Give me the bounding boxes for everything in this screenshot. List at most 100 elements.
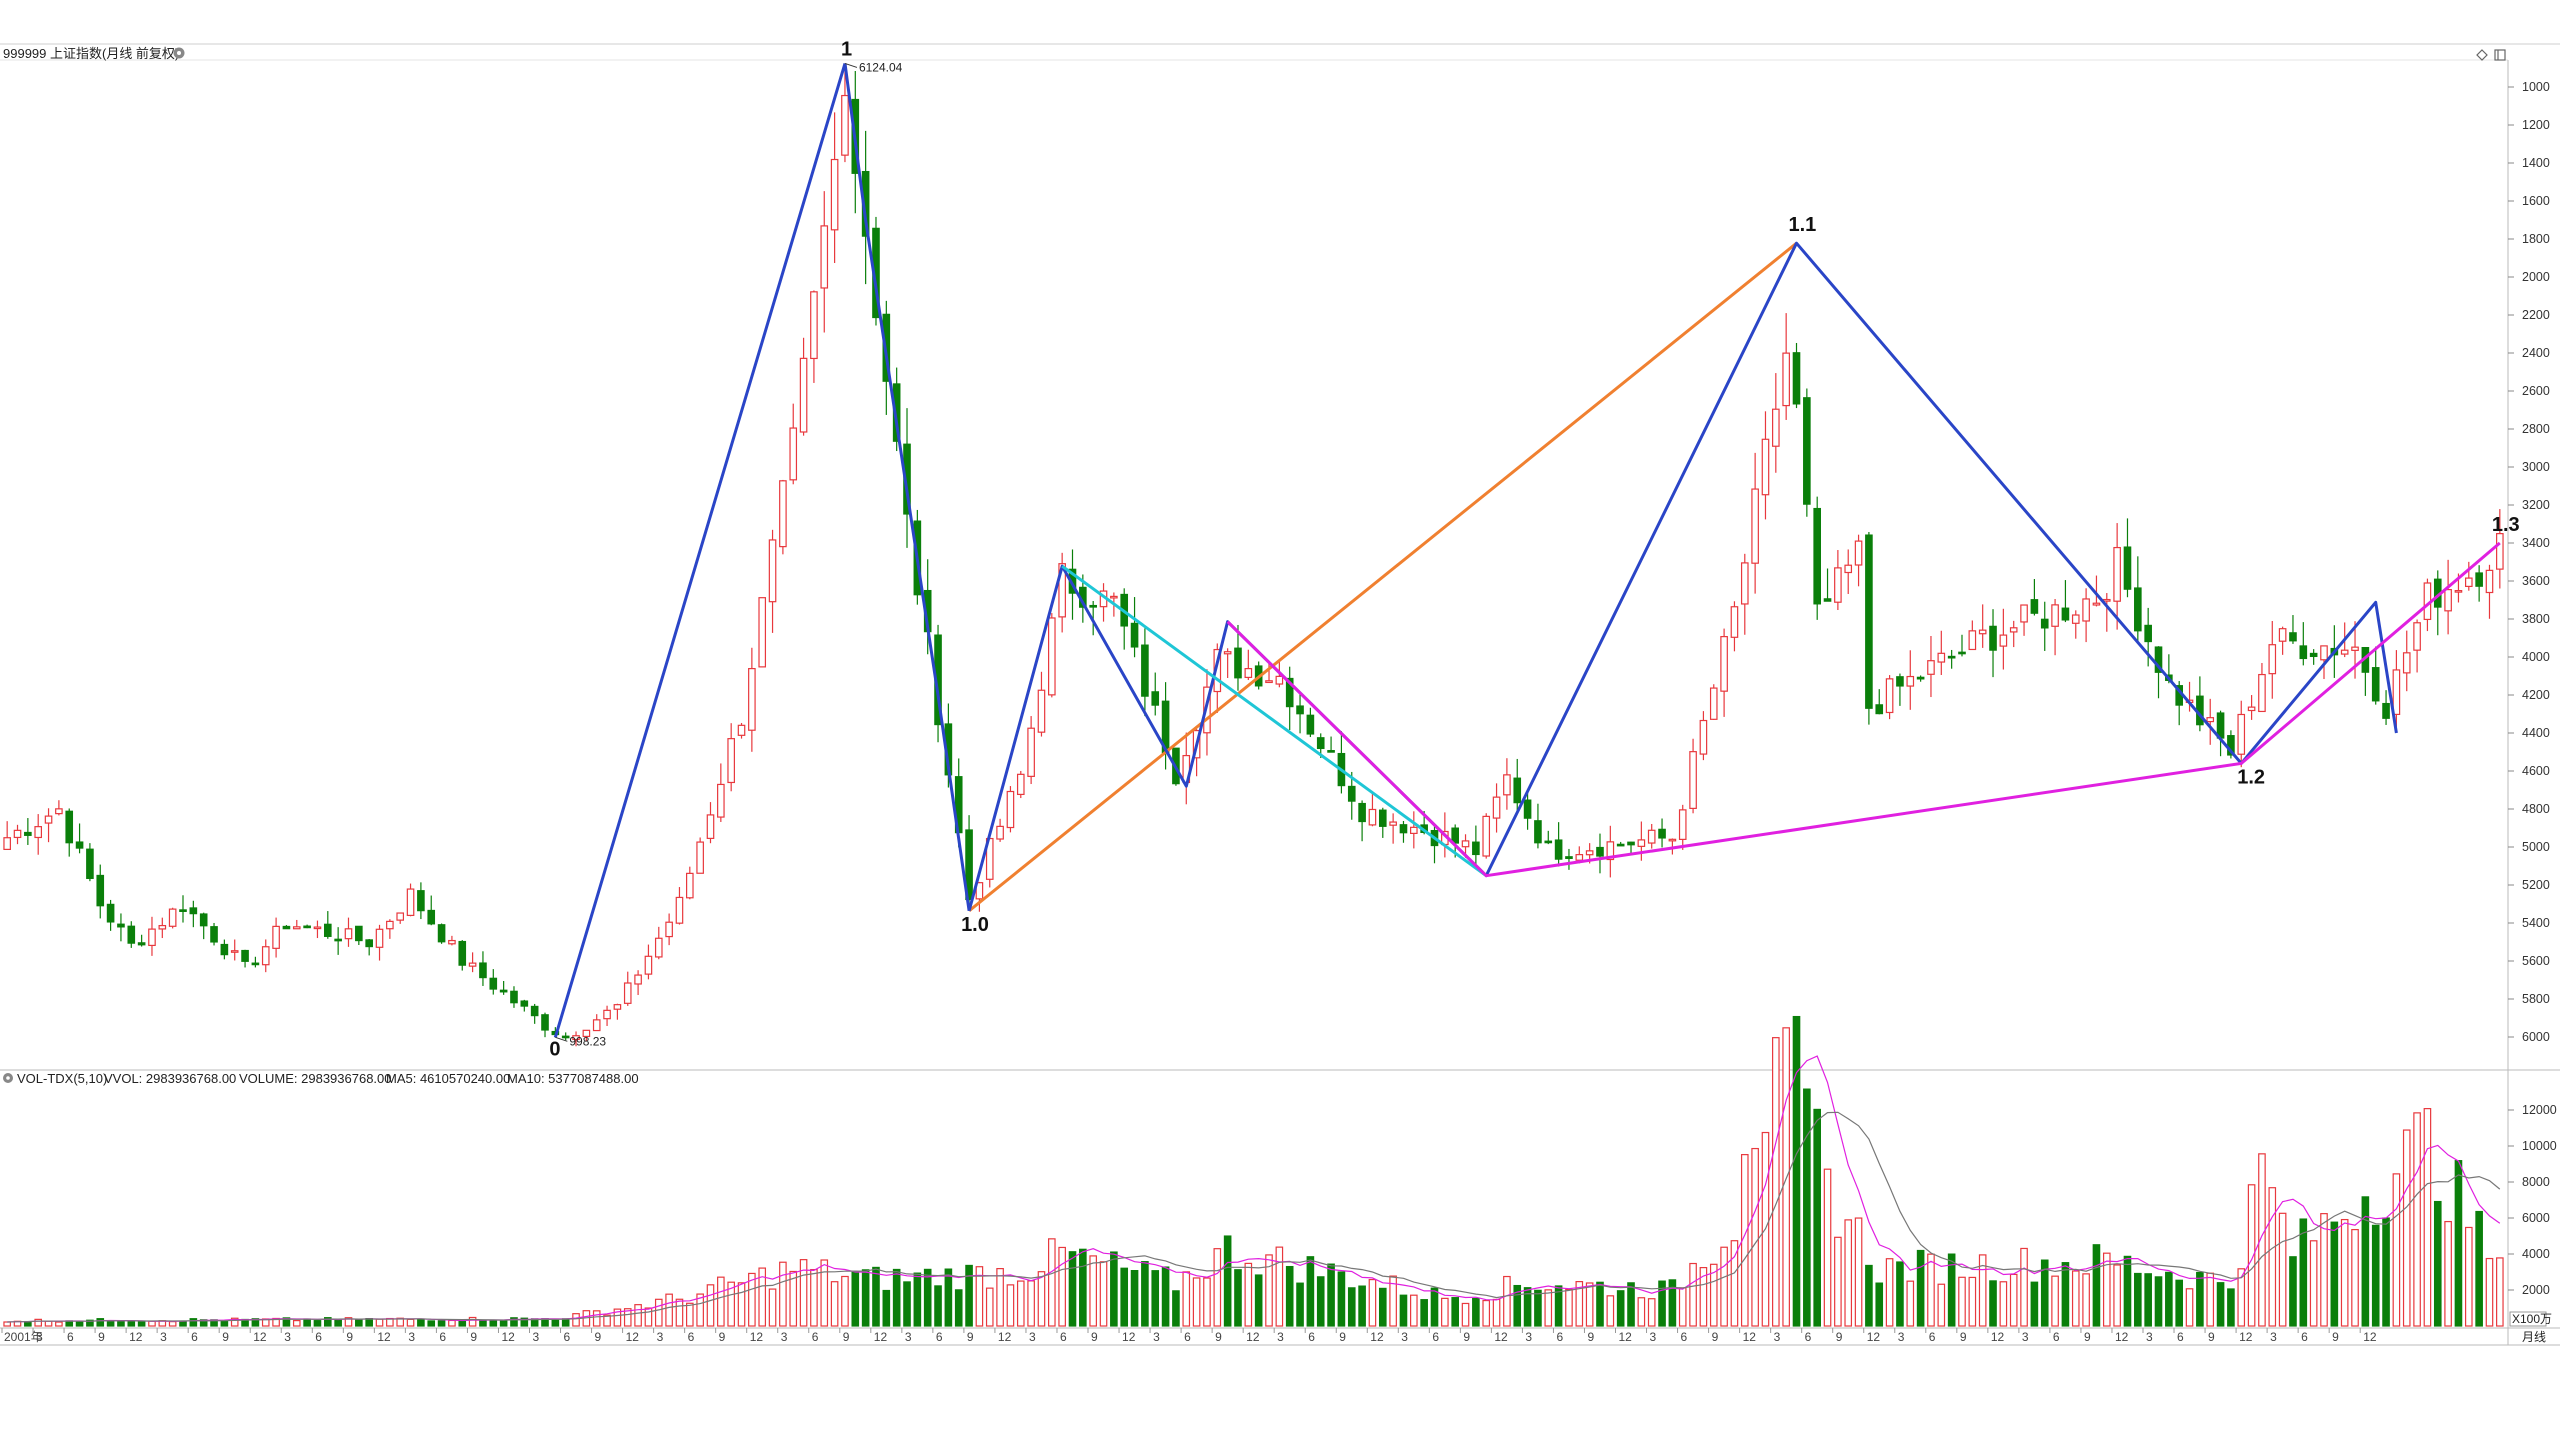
price-annotation: 6124.04 <box>859 60 903 74</box>
wave-line-1-0-1-1 <box>968 242 1798 912</box>
volume-bar-down <box>24 1320 32 1327</box>
period-label[interactable]: 月线 <box>2522 1330 2546 1344</box>
volume-bar-down <box>872 1266 880 1327</box>
volume-bar-down <box>903 1281 911 1327</box>
volume-bar-up <box>1461 1302 1470 1327</box>
volume-bar-down <box>1472 1297 1480 1327</box>
candle-up <box>1482 815 1491 857</box>
candle-down <box>220 943 229 956</box>
volume-bar-up <box>768 1288 777 1327</box>
volume-settings-icon[interactable] <box>3 1073 13 1083</box>
volume-tick-label: 2000 <box>2522 1283 2550 1297</box>
time-label: 6 <box>1805 1330 1812 1344</box>
volume-bar-down <box>489 1320 498 1327</box>
candle-down <box>137 942 146 946</box>
volume-bar-down <box>2123 1255 2132 1327</box>
candle-down <box>1347 785 1356 802</box>
volume-bar-down <box>323 1317 332 1327</box>
diamond-icon[interactable] <box>2476 49 2488 61</box>
candle-up <box>468 962 477 967</box>
time-label: 3 <box>657 1330 664 1344</box>
time-label: 12 <box>1743 1330 1757 1344</box>
candle-down <box>127 925 136 944</box>
volume-bar-down <box>1813 1108 1821 1327</box>
candle-up <box>1885 678 1894 714</box>
candle-up <box>1244 668 1253 679</box>
candle-up <box>1772 408 1780 447</box>
candle-down <box>561 1035 570 1039</box>
candle-up <box>3 837 11 851</box>
candle-up <box>292 926 301 930</box>
candle-down <box>365 939 373 948</box>
settings-icon[interactable] <box>173 47 185 59</box>
volume-bar-down <box>2475 1210 2483 1327</box>
candle-up <box>654 937 663 958</box>
candle-up <box>2351 646 2359 651</box>
volume-bar-up <box>758 1267 767 1327</box>
volume-bar-up <box>841 1275 849 1327</box>
volume-bar-down <box>1865 1264 1873 1327</box>
candle-down <box>210 926 218 943</box>
wave-label-p13: 1.3 <box>2492 514 2520 536</box>
candle-up <box>1461 840 1470 848</box>
time-label: 6 <box>315 1330 322 1344</box>
time-label: 9 <box>470 1330 477 1344</box>
volume-bar-up <box>1720 1246 1728 1327</box>
candle-down <box>2154 646 2163 673</box>
candle-up <box>696 841 704 874</box>
volume-ma-lines <box>7 1055 2501 1323</box>
candle-down <box>117 923 125 928</box>
volume-bar-up <box>675 1298 684 1327</box>
volume-bar-up <box>1089 1255 1097 1327</box>
candle-up <box>344 928 353 940</box>
candle-up <box>396 912 405 921</box>
window-restore-icon[interactable] <box>2494 49 2506 61</box>
volume-bar-down <box>965 1264 973 1327</box>
time-label: 3 <box>2270 1330 2277 1344</box>
volume-bar-down <box>1316 1276 1325 1327</box>
volume-bar-up <box>1709 1263 1718 1327</box>
volume-bar-down <box>1668 1279 1677 1327</box>
volume-bar-down <box>2433 1200 2442 1327</box>
price-tick-label: 1600 <box>2522 194 2550 208</box>
candle-up <box>727 738 735 784</box>
candle-down <box>1513 777 1522 804</box>
volume-bar-up <box>2320 1213 2328 1327</box>
candle-up <box>1978 629 1987 635</box>
candle-up <box>779 480 787 548</box>
ma5-value: MA5: 4610570240.00 <box>386 1071 510 1086</box>
candle-up <box>1761 438 1770 496</box>
price-tick-label: 2000 <box>2522 270 2550 284</box>
volume-bar-down <box>851 1271 860 1327</box>
wave-lines <box>553 62 2501 1038</box>
volume-bar-up <box>1699 1266 1708 1327</box>
volume-axis: 12000 10000 8000 6000 4000 2000 <box>2508 1103 2557 1297</box>
volume-bar-down <box>499 1319 508 1327</box>
price-tick-label: 5600 <box>2522 954 2550 968</box>
time-label: 2001年 <box>4 1330 43 1344</box>
volume-bar-up <box>1503 1275 1511 1327</box>
candle-up <box>975 882 984 900</box>
volume-bar-up <box>613 1308 622 1327</box>
candle-up <box>758 597 767 668</box>
volume-bar-up <box>230 1317 239 1327</box>
volume-bar-down <box>1534 1289 1542 1327</box>
volume-bar-up <box>1751 1147 1759 1327</box>
volume-bar-up <box>2102 1252 2111 1327</box>
volume-bar-up <box>1006 1284 1015 1327</box>
volume-bar-up <box>686 1302 694 1327</box>
candle-up <box>13 829 22 839</box>
candle-up <box>1058 563 1066 618</box>
volume-bar-down <box>251 1318 260 1327</box>
candlestick-series <box>3 63 2504 1047</box>
candle-down <box>1472 841 1480 856</box>
candle-down <box>282 925 291 930</box>
volume-bar-down <box>1792 1015 1801 1327</box>
volume-bar-down <box>2196 1271 2204 1327</box>
volume-tick-label: 6000 <box>2522 1211 2550 1225</box>
time-label: 12 <box>998 1330 1012 1344</box>
candle-up <box>2268 644 2277 675</box>
candle-up <box>1265 680 1273 684</box>
volume-bar-down <box>282 1317 291 1327</box>
